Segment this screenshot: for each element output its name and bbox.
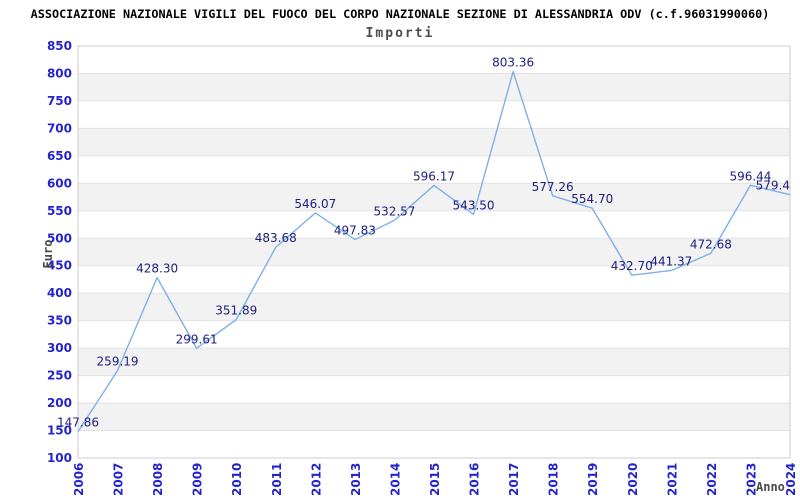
data-point-label: 351.89 (215, 304, 257, 318)
data-point-label: 259.19 (97, 355, 139, 369)
x-tick-label: 2011 (270, 463, 284, 496)
y-tick-label: 150 (47, 424, 72, 438)
plot-band (78, 293, 790, 321)
y-tick-label: 500 (47, 231, 72, 245)
y-tick-label: 350 (47, 314, 72, 328)
data-point-label: 803.36 (492, 56, 534, 70)
y-tick-label: 300 (47, 341, 72, 355)
y-tick-label: 600 (47, 176, 72, 190)
x-axis-title: Anno (756, 480, 785, 494)
plot-band (78, 128, 790, 156)
data-point-label: 147.86 (57, 416, 99, 430)
data-point-label: 596.44 (729, 169, 771, 183)
data-point-label: 483.68 (255, 231, 297, 245)
data-point-label: 299.61 (176, 332, 218, 346)
y-tick-label: 700 (47, 121, 72, 135)
plot-band (78, 73, 790, 101)
data-point-label: 554.70 (571, 192, 613, 206)
y-tick-label: 850 (47, 39, 72, 53)
x-tick-label: 2020 (626, 463, 640, 496)
data-point-label: 579.4 (756, 179, 790, 193)
data-line (77, 70, 791, 433)
x-tick-label: 2012 (309, 463, 323, 496)
y-tick-label: 100 (47, 451, 72, 465)
chart-title: ASSOCIAZIONE NAZIONALE VIGILI DEL FUOCO … (30, 7, 770, 21)
y-tick-label: 550 (47, 204, 72, 218)
plot-border (77, 45, 791, 459)
data-point-label: 497.83 (334, 223, 376, 237)
data-point-label: 543.50 (453, 198, 495, 212)
x-tick-label: 2022 (705, 463, 719, 496)
x-tick-label: 2018 (547, 463, 561, 496)
x-tick-label: 2023 (744, 463, 758, 496)
data-point-label: 472.68 (690, 237, 732, 251)
data-point-label: 428.30 (136, 262, 178, 276)
x-tick-label: 2021 (665, 463, 679, 496)
x-tick-label: 2008 (151, 463, 165, 496)
x-tick-label: 2024 (784, 463, 798, 496)
data-point-label: 546.07 (294, 197, 336, 211)
y-tick-label: 750 (47, 94, 72, 108)
data-point-label: 596.17 (413, 169, 455, 183)
x-tick-label: 2017 (507, 463, 521, 496)
y-tick-label: 400 (47, 286, 72, 300)
x-tick-label: 2009 (191, 463, 205, 496)
y-tick-label: 800 (47, 66, 72, 80)
data-point-label: 532.57 (373, 204, 415, 218)
data-point-label: 432.70 (611, 259, 653, 273)
y-tick-label: 200 (47, 396, 72, 410)
x-tick-label: 2015 (428, 463, 442, 496)
y-tick-label: 650 (47, 149, 72, 163)
y-tick-label: 250 (47, 369, 72, 383)
x-tick-label: 2016 (468, 463, 482, 496)
x-tick-label: 2006 (72, 463, 86, 496)
y-tick-label: 450 (47, 259, 72, 273)
plot-band (78, 238, 790, 266)
plot-band (78, 183, 790, 211)
x-tick-label: 2013 (349, 463, 363, 496)
data-point-label: 441.37 (650, 254, 692, 268)
data-point-label: 577.26 (532, 180, 574, 194)
x-tick-label: 2007 (112, 463, 126, 496)
plot-band (78, 403, 790, 431)
y-axis-title: Euro (41, 239, 55, 269)
x-tick-label: 2010 (230, 463, 244, 496)
x-tick-label: 2019 (586, 463, 600, 496)
plot-band (78, 348, 790, 376)
x-tick-label: 2014 (388, 463, 402, 496)
chart-subtitle: Importi (365, 26, 435, 41)
